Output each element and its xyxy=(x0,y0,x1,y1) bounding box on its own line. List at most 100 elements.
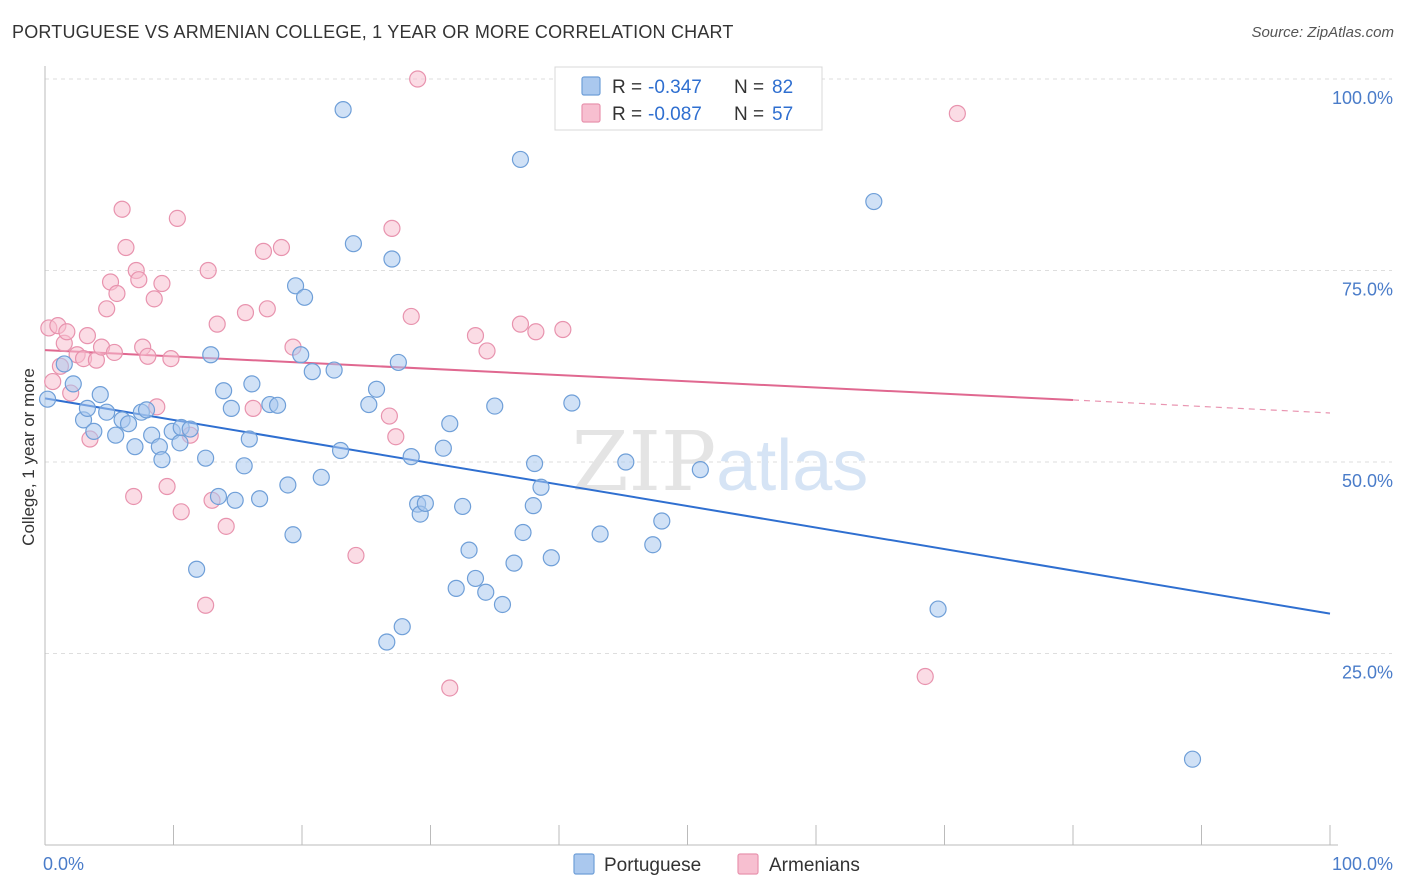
series-legend-swatch-portuguese xyxy=(573,853,595,875)
portuguese-point xyxy=(1183,750,1202,768)
armenians-point xyxy=(916,667,934,686)
portuguese-point xyxy=(38,390,57,408)
portuguese-point xyxy=(644,536,662,554)
armenians-point xyxy=(217,517,235,535)
portuguese-point xyxy=(402,448,420,466)
data-points xyxy=(38,70,1202,768)
watermark-atlas: atlas xyxy=(716,426,868,506)
portuguese-point xyxy=(188,560,206,578)
portuguese-point xyxy=(85,422,103,440)
legend-n-label-2: N = xyxy=(734,104,764,125)
armenians-point xyxy=(158,477,176,496)
portuguese-point xyxy=(691,461,709,479)
portuguese-point xyxy=(202,346,220,364)
series-legend-label-portuguese: Portuguese xyxy=(604,855,701,876)
portuguese-point xyxy=(865,192,883,211)
armenians-point xyxy=(113,200,131,218)
portuguese-point xyxy=(286,277,305,295)
portuguese-point xyxy=(393,618,411,636)
portuguese-point xyxy=(98,403,116,421)
x-tick-label: 100.0% xyxy=(1332,854,1393,874)
armenians-point xyxy=(466,327,485,345)
portuguese-point xyxy=(434,439,452,457)
armenians-point xyxy=(511,315,530,333)
armenians-point xyxy=(98,300,116,318)
armenians-point xyxy=(380,407,398,425)
portuguese-point xyxy=(344,235,362,253)
armenians-point xyxy=(117,238,135,257)
y-tick-labels: 25.0% 50.0% 75.0% 100.0% xyxy=(1332,88,1393,683)
armenians-point xyxy=(347,546,365,565)
portuguese-point xyxy=(460,541,478,559)
portuguese-point xyxy=(107,426,125,444)
armenians-point xyxy=(402,307,420,326)
armenians-point xyxy=(478,342,496,360)
armenians-point xyxy=(172,503,190,521)
legend-swatch-portuguese xyxy=(581,76,601,96)
portuguese-point xyxy=(284,526,302,544)
armenians-point xyxy=(948,104,966,123)
armenians-point xyxy=(199,261,217,280)
armenians-point xyxy=(554,320,572,339)
watermark-zip: ZIP xyxy=(572,415,717,510)
portuguese-point xyxy=(91,385,109,404)
portuguese-point xyxy=(295,288,314,306)
armenians-point xyxy=(383,219,401,237)
portuguese-point xyxy=(126,438,144,456)
armenians-point xyxy=(125,487,143,506)
portuguese-point xyxy=(303,363,321,381)
armenians-point xyxy=(258,300,276,318)
portuguese-point xyxy=(542,549,560,567)
portuguese-point xyxy=(532,478,550,496)
portuguese-point xyxy=(367,380,386,398)
portuguese-point xyxy=(929,600,947,618)
source-credit: Source: ZipAtlas.com xyxy=(1251,24,1394,41)
portuguese-point xyxy=(312,468,330,486)
x-tick-label: 0.0% xyxy=(43,854,84,874)
portuguese-point xyxy=(525,454,544,473)
portuguese-point xyxy=(591,525,609,543)
portuguese-point xyxy=(197,449,215,467)
legend-n-value-2: 57 xyxy=(772,104,793,125)
portuguese-point xyxy=(493,595,512,614)
portuguese-point xyxy=(64,375,82,393)
armenians-point xyxy=(409,70,427,88)
portuguese-point xyxy=(268,396,287,414)
armenians-point xyxy=(387,428,405,446)
portuguese-point xyxy=(486,397,504,415)
x-tick-labels: 0.0% 100.0% xyxy=(43,854,1393,874)
portuguese-point xyxy=(511,150,530,169)
portuguese-point xyxy=(226,491,244,509)
legend-r-value-2: -0.087 xyxy=(648,104,702,125)
y-tick-label: 25.0% xyxy=(1342,663,1393,683)
portuguese-point xyxy=(653,512,671,530)
grid-lines xyxy=(45,78,1392,654)
armenians-point xyxy=(162,349,180,368)
portuguese-point xyxy=(55,355,73,373)
portuguese-point xyxy=(466,569,485,588)
portuguese-point xyxy=(240,430,258,448)
portuguese-point xyxy=(563,394,581,412)
portuguese-point xyxy=(416,494,434,512)
portuguese-point xyxy=(235,457,253,475)
portuguese-trend-line xyxy=(44,397,1331,615)
watermark: ZIPatlas xyxy=(572,415,869,510)
portuguese-point xyxy=(389,353,407,372)
legend-n-label-1: N = xyxy=(734,77,764,98)
portuguese-point xyxy=(222,399,240,417)
armenians-point xyxy=(236,304,255,322)
armenians-point xyxy=(105,343,123,362)
portuguese-point xyxy=(477,583,495,601)
portuguese-point xyxy=(250,490,269,508)
armenians-point xyxy=(108,284,126,303)
portuguese-point xyxy=(524,497,542,515)
portuguese-point xyxy=(441,415,459,433)
portuguese-point xyxy=(181,420,199,438)
portuguese-point xyxy=(209,487,228,506)
portuguese-point xyxy=(617,453,635,471)
legend-n-value-1: 82 xyxy=(772,77,793,98)
armenians-point xyxy=(527,323,545,341)
portuguese-point xyxy=(331,441,350,460)
armenians-point xyxy=(153,274,171,293)
